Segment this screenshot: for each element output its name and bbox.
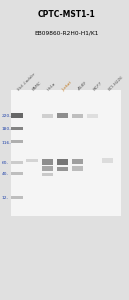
Text: 12-: 12- bbox=[1, 196, 8, 200]
FancyBboxPatch shape bbox=[11, 172, 23, 175]
FancyBboxPatch shape bbox=[11, 90, 122, 216]
Text: 220-: 220- bbox=[1, 114, 11, 118]
FancyBboxPatch shape bbox=[87, 114, 98, 118]
FancyBboxPatch shape bbox=[72, 114, 83, 118]
Text: CPTC-MST1-1: CPTC-MST1-1 bbox=[37, 10, 95, 19]
Text: Jurkat: Jurkat bbox=[62, 80, 74, 92]
Text: NCI-H226: NCI-H226 bbox=[108, 75, 124, 92]
FancyBboxPatch shape bbox=[42, 159, 53, 165]
FancyBboxPatch shape bbox=[57, 167, 68, 171]
FancyBboxPatch shape bbox=[26, 159, 38, 162]
FancyBboxPatch shape bbox=[11, 161, 23, 164]
FancyBboxPatch shape bbox=[57, 159, 68, 165]
FancyBboxPatch shape bbox=[42, 173, 53, 176]
Text: HeLa: HeLa bbox=[47, 82, 57, 92]
Text: 40-: 40- bbox=[1, 172, 8, 176]
FancyBboxPatch shape bbox=[42, 114, 53, 118]
FancyBboxPatch shape bbox=[57, 113, 68, 118]
Text: EB09860-R2H0-H1/K1: EB09860-R2H0-H1/K1 bbox=[34, 31, 98, 36]
Text: PBMC: PBMC bbox=[32, 81, 43, 92]
FancyBboxPatch shape bbox=[11, 196, 23, 199]
Text: MCF7: MCF7 bbox=[92, 81, 103, 92]
FancyBboxPatch shape bbox=[72, 159, 83, 164]
Text: 116-: 116- bbox=[1, 140, 11, 145]
Text: Std. Ladder: Std. Ladder bbox=[17, 72, 37, 92]
Text: A549: A549 bbox=[77, 81, 88, 92]
Text: 180-: 180- bbox=[1, 127, 11, 131]
FancyBboxPatch shape bbox=[11, 140, 23, 143]
FancyBboxPatch shape bbox=[102, 158, 113, 163]
Text: 60-: 60- bbox=[1, 161, 8, 165]
FancyBboxPatch shape bbox=[11, 113, 23, 118]
FancyBboxPatch shape bbox=[11, 127, 23, 130]
FancyBboxPatch shape bbox=[42, 166, 53, 171]
FancyBboxPatch shape bbox=[72, 167, 83, 171]
